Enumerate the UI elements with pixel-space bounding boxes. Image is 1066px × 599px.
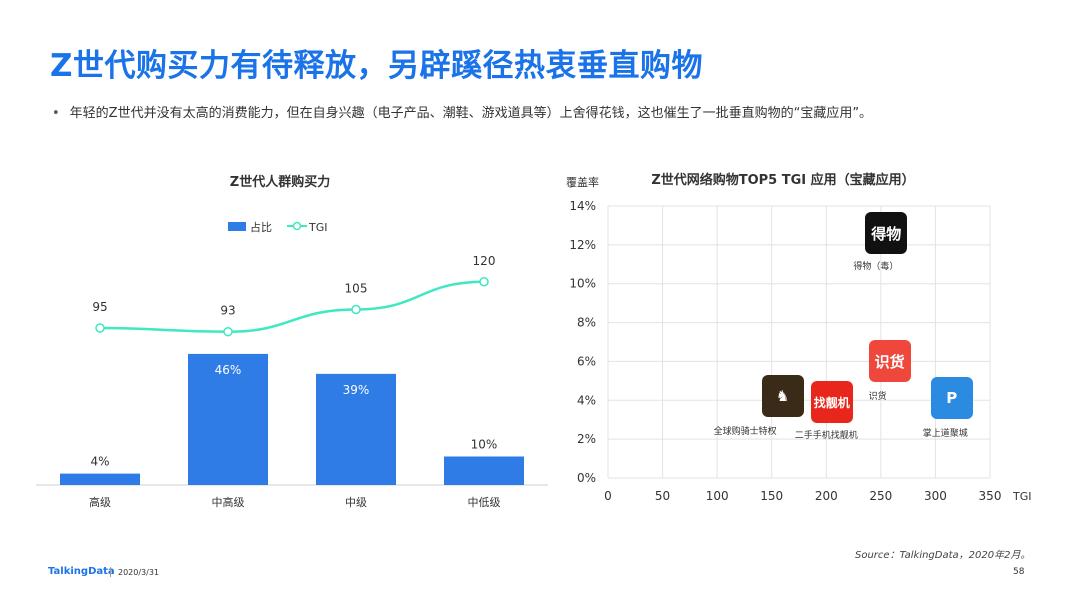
tgi-point: [95, 323, 105, 333]
footer-divider: [110, 567, 111, 577]
footer-date: 2020/3/31: [118, 568, 160, 577]
tgi-point: [223, 326, 233, 337]
tgi-point: [479, 277, 489, 287]
page-title: Z世代购买力有待释放，另辟蹊径热衷垂直购物: [50, 48, 703, 84]
tgi-point: [351, 304, 361, 315]
legend-bar-swatch: [228, 222, 246, 231]
x-tick-label: 中级: [345, 496, 367, 509]
bar: [60, 473, 140, 485]
y-tick-label: 14%: [569, 199, 596, 213]
legend-line-label: TGI: [308, 221, 328, 234]
x-tick-label: 0: [604, 489, 612, 503]
y-tick-label: 10%: [569, 277, 596, 291]
daojucheng-icon: P: [930, 377, 973, 420]
bar-value-label: 46%: [215, 363, 242, 377]
bar: [316, 373, 396, 485]
legend-bar-label: 占比: [250, 220, 272, 234]
bar: [188, 353, 268, 485]
bar-value-label: 4%: [90, 455, 109, 469]
x-axis-title: TGI: [1012, 490, 1032, 503]
x-tick-label: 中高级: [212, 495, 245, 509]
source-note: Source：TalkingData，2020年2月。: [855, 550, 1031, 561]
legend-line-marker: [292, 221, 302, 231]
x-tick-label: 50: [655, 489, 670, 503]
y-tick-label: 2%: [577, 432, 596, 446]
x-tick-label: 250: [869, 489, 892, 503]
y-tick-label: 12%: [569, 238, 596, 252]
x-tick-label: 200: [815, 489, 838, 503]
x-tick-label: 350: [979, 489, 1002, 503]
tgi-value-label: 105: [345, 282, 368, 296]
y-tick-label: 6%: [577, 354, 596, 368]
tgi-line: [99, 280, 485, 333]
app-label: 二手手机找靓机: [794, 431, 858, 442]
tgi-value-label: 95: [92, 300, 107, 314]
right-chart-title: Z世代网络购物TOP5 TGI 应用（宝藏应用）: [651, 172, 914, 188]
x-tick-label: 300: [924, 489, 947, 503]
shihuo-icon: 识货: [868, 340, 911, 383]
app-label: 全球购骑士特权: [713, 427, 777, 438]
x-tick-label: 150: [760, 489, 783, 503]
app-label: 掌上道聚城: [922, 429, 968, 440]
y-tick-label: 4%: [577, 393, 596, 407]
bullet-content: 年轻的Z世代并没有太高的消费能力，但在自身兴趣（电子产品、潮鞋、游戏道具等）上舍…: [69, 106, 873, 121]
dewu-icon: 得物: [865, 212, 908, 255]
page-number: 58: [1013, 567, 1025, 577]
left-chart-title: Z世代人群购买力: [230, 174, 330, 190]
x-tick-label: 高级: [89, 495, 111, 509]
talkingdata-logo: TalkingData: [48, 566, 115, 577]
bar-value-label: 10%: [471, 438, 498, 452]
bullet-dot: •: [52, 106, 60, 121]
bar: [444, 456, 524, 485]
bar-value-label: 39%: [343, 383, 370, 397]
app-label: 识货: [868, 392, 887, 403]
y-tick-label: 0%: [577, 471, 596, 485]
bullet-text: • 年轻的Z世代并没有太高的消费能力，但在自身兴趣（电子产品、潮鞋、游戏道具等）上…: [52, 102, 872, 121]
x-tick-label: 100: [706, 489, 729, 503]
tgi-value-label: 120: [473, 254, 496, 268]
tgi-value-label: 93: [220, 304, 235, 318]
app-label: 得物（毒）: [853, 262, 899, 273]
knight-icon: ♞: [761, 375, 804, 418]
y-tick-label: 8%: [577, 316, 596, 330]
y-axis-title: 覆盖率: [566, 175, 599, 189]
zhaoliangji-icon: 找靓机: [810, 381, 853, 424]
x-tick-label: 中低级: [468, 496, 501, 509]
